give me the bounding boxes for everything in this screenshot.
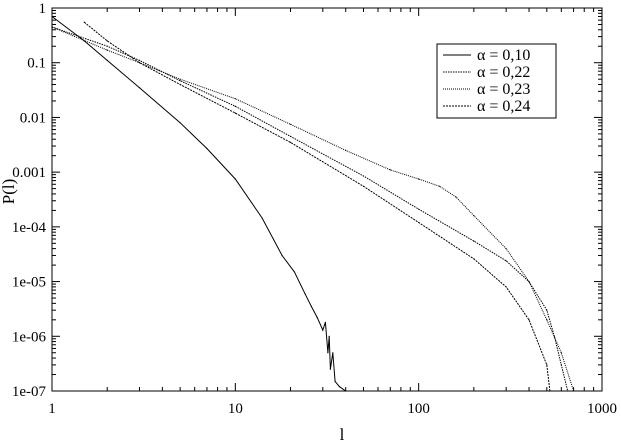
series-1-point [293,271,295,273]
x-tick-label: 1 [48,401,56,417]
series-1-point [334,380,336,382]
series-3-point [345,149,347,151]
series-3-point [418,178,420,180]
series-4-point [289,141,292,143]
series-4-point [234,112,236,114]
series-4-point [418,221,420,224]
series-2-point [106,45,108,47]
series-1-point [310,305,312,308]
series-1-point [281,254,283,257]
x-tick-label: 10 [228,401,243,417]
series-1-point [338,386,341,388]
legend-label: α = 0,22 [477,64,530,81]
series-2-point [289,135,292,137]
series-1-point [138,87,141,89]
series-2-point [505,260,507,262]
series-4-point [138,62,141,64]
series-1-point [328,335,330,337]
series-2-point [567,390,569,392]
series-3-point [473,215,475,217]
series-2-point [418,208,420,210]
series-1-point [179,122,181,124]
series-1-point [329,368,331,370]
series-4-point [362,185,365,187]
series-3-point [455,196,457,198]
series-4-point [546,364,548,366]
series-3-point [546,319,548,321]
legend-label: α = 0,24 [477,98,530,115]
series-3-point [51,26,53,28]
series-1-point [234,178,236,180]
y-axis-label: P(l) [0,179,18,205]
legend-label: α = 0,10 [477,47,530,64]
plot-frame [51,7,603,392]
y-tick-label: 0.1 [27,56,46,72]
series-2-point [138,59,141,62]
series-4-point [528,319,530,321]
x-tick-label: 1000 [587,401,617,417]
series-3-point [234,98,236,100]
series-2-point [546,309,548,311]
series-1-point [206,147,208,150]
series-2-point [560,364,562,366]
series-3-point [439,185,441,187]
y-tick-label: 1e-04 [12,220,47,236]
series-3-point [560,352,562,354]
series-1-point [261,217,263,219]
series-3-point [528,281,530,283]
series-4-point [83,21,85,23]
series-4-point [549,390,551,392]
series-1-point [324,321,326,323]
series-3-point [106,49,108,51]
series-4-point [179,83,181,86]
series-2-point [179,80,181,82]
series-1-point [304,293,306,295]
series-3-point [289,123,292,125]
series-4-point [505,286,507,288]
series-1-point [327,352,329,354]
series-1-point [316,317,318,319]
y-tick-label: 0.01 [20,110,46,126]
series-3-point [505,248,507,250]
series-3-point [179,78,181,80]
y-tick-label: 1 [39,1,47,17]
y-tick-label: 1e-07 [12,384,47,400]
series-2-point [234,105,236,107]
series-1-point [106,59,108,62]
series-3-point [389,169,391,171]
x-axis-label: l [340,425,345,443]
legend-label: α = 0,23 [477,81,530,98]
series-2-point [473,240,475,242]
series-1-point [332,352,334,354]
y-tick-label: 1e-06 [12,329,47,345]
series-line-1 [51,16,346,392]
series-1-point [322,329,324,331]
series-2-point [553,335,556,337]
series-2-point [362,175,365,177]
x-tick-label: 100 [407,401,430,417]
series-4-point [106,40,108,42]
series-4-point [473,258,475,260]
y-tick-label: 1e-05 [12,275,46,291]
y-tick-label: 0.001 [12,165,46,181]
